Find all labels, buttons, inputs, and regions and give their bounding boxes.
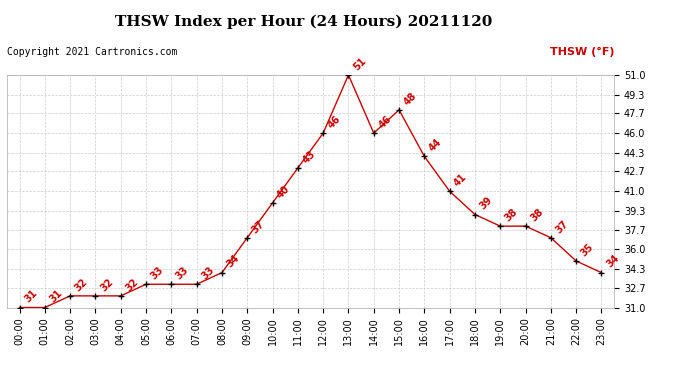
Text: 35: 35 bbox=[579, 242, 595, 258]
Text: 51: 51 bbox=[351, 56, 368, 72]
Text: 37: 37 bbox=[553, 218, 570, 235]
Text: 32: 32 bbox=[98, 276, 115, 293]
Text: 34: 34 bbox=[604, 253, 621, 270]
Text: 46: 46 bbox=[377, 114, 393, 130]
Text: 38: 38 bbox=[503, 207, 520, 224]
Text: 31: 31 bbox=[48, 288, 64, 305]
Text: 34: 34 bbox=[225, 253, 241, 270]
Text: 32: 32 bbox=[73, 276, 90, 293]
Text: 44: 44 bbox=[427, 137, 444, 154]
Text: Copyright 2021 Cartronics.com: Copyright 2021 Cartronics.com bbox=[7, 47, 177, 57]
Text: 33: 33 bbox=[149, 265, 166, 282]
Text: 41: 41 bbox=[453, 172, 469, 189]
Text: 48: 48 bbox=[402, 90, 419, 107]
Text: 31: 31 bbox=[22, 288, 39, 305]
Text: 33: 33 bbox=[199, 265, 216, 282]
Text: 37: 37 bbox=[250, 218, 266, 235]
Text: 33: 33 bbox=[174, 265, 190, 282]
Text: THSW Index per Hour (24 Hours) 20211120: THSW Index per Hour (24 Hours) 20211120 bbox=[115, 15, 492, 29]
Text: 43: 43 bbox=[301, 148, 317, 165]
Text: 32: 32 bbox=[124, 276, 140, 293]
Text: 39: 39 bbox=[477, 195, 494, 212]
Text: THSW (°F): THSW (°F) bbox=[550, 47, 614, 57]
Text: 38: 38 bbox=[529, 207, 545, 224]
Text: 46: 46 bbox=[326, 114, 342, 130]
Text: 40: 40 bbox=[275, 183, 292, 200]
